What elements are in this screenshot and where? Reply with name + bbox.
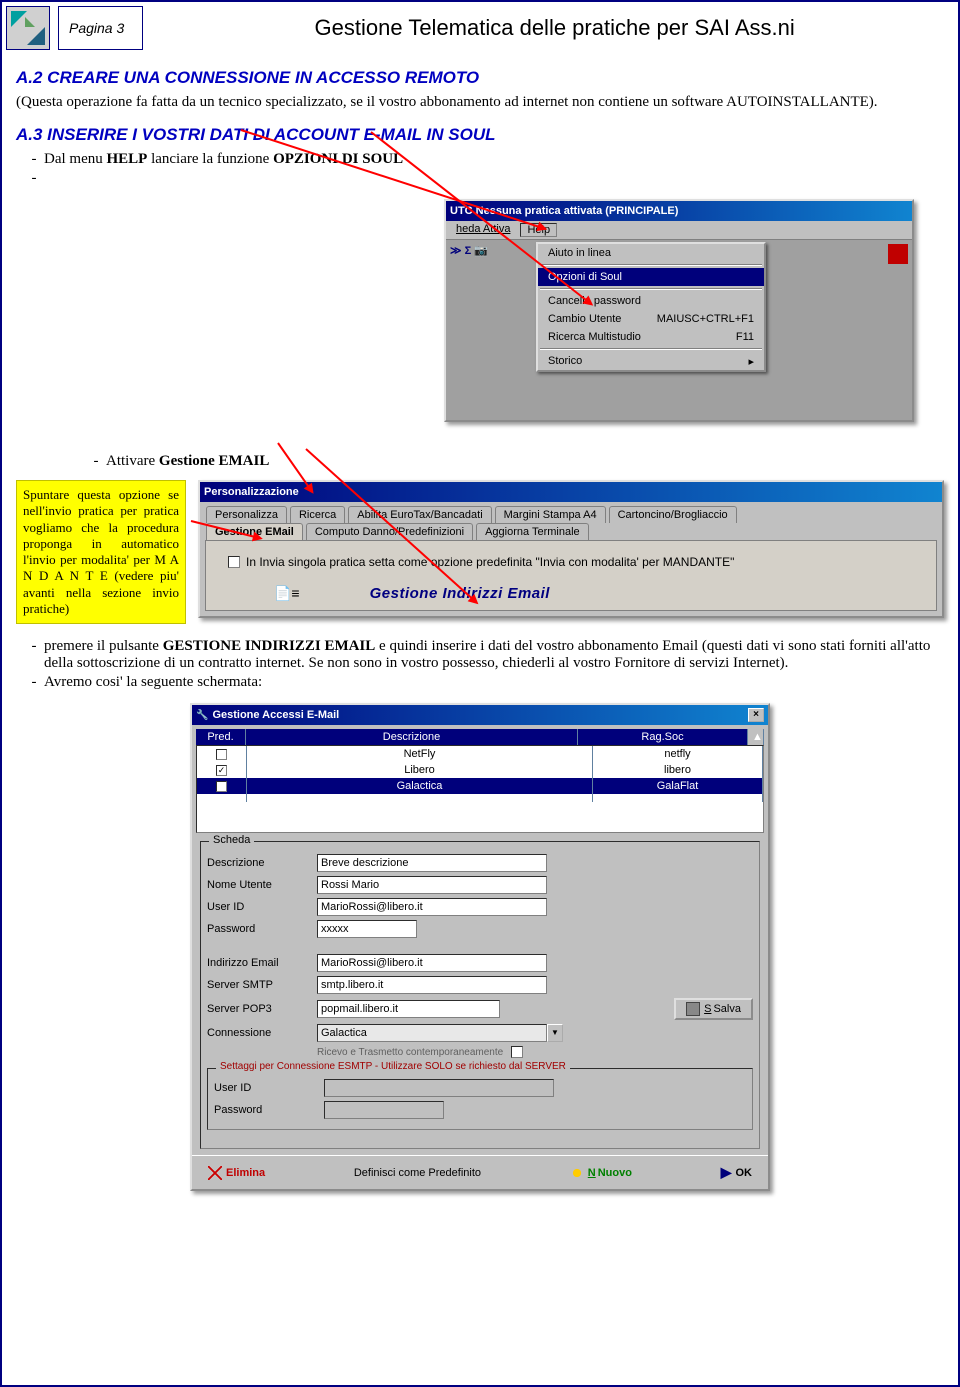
grid-row[interactable]: NetFly netfly <box>197 746 763 762</box>
page-number-box: Pagina 3 <box>58 6 143 50</box>
label-esmtp-pass: Password <box>214 1104 324 1116</box>
grid-header: Pred. Descrizione Rag.Soc ▲ <box>196 729 764 745</box>
tabs-row2: Gestione EMail Computo Danno/Predefinizi… <box>200 523 942 540</box>
salva-button[interactable]: SSalva <box>674 998 753 1020</box>
label-conn: Connessione <box>207 1027 317 1039</box>
email-window-footer: Elimina Definisci come Predefinito NNuov… <box>192 1155 768 1189</box>
col-pred: Pred. <box>196 729 246 745</box>
help-window-menubar: heda Attiva Help <box>446 221 912 240</box>
help-dropdown: Aiuto in linea Opzioni di Soul Cancella … <box>536 242 766 372</box>
label-smtp: Server SMTP <box>207 979 317 991</box>
input-conn[interactable] <box>317 1024 547 1042</box>
nuovo-button[interactable]: NNuovo <box>560 1162 642 1183</box>
tab-aggiorna[interactable]: Aggiorna Terminale <box>476 523 589 540</box>
menu-storico[interactable]: Storico ▸ <box>538 352 764 370</box>
page-frame: Pagina 3 Gestione Telematica delle prati… <box>0 0 960 1387</box>
input-smtp[interactable] <box>317 976 547 994</box>
mandante-checkbox-label: In Invia singola pratica setta come opzi… <box>246 555 734 569</box>
ric-tras-checkbox[interactable] <box>511 1046 523 1058</box>
scheda-group: Scheda Descrizione Nome Utente User ID P… <box>200 841 760 1149</box>
new-icon <box>570 1166 584 1180</box>
grid-body[interactable]: NetFly netfly Libero libero Galactica Ga… <box>196 745 764 833</box>
doc-icon: 📄≡ <box>274 585 300 602</box>
input-password[interactable] <box>317 920 417 938</box>
menu-cambio[interactable]: Cambio Utente MAIUSC+CTRL+F1 <box>538 310 764 328</box>
menu-aiuto[interactable]: Aiuto in linea <box>538 244 764 262</box>
section-a2-body: (Questa operazione fa fatta da un tecnic… <box>16 94 944 111</box>
label-indirizzo: Indirizzo Email <box>207 957 317 969</box>
section-a2-title: A.2 CREARE UNA CONNESSIONE IN ACCESSO RE… <box>16 68 944 88</box>
menu-opzioni[interactable]: Opzioni di Soul <box>538 268 764 286</box>
delete-icon <box>208 1166 222 1180</box>
doc-title: Gestione Telematica delle pratiche per S… <box>155 15 954 41</box>
personalizzazione-panel: In Invia singola pratica setta come opzi… <box>205 540 937 611</box>
tabs-row1: Personalizza Ricerca Abilita EuroTax/Ban… <box>200 502 942 523</box>
help-window: UTC Nessuna pratica attivata (PRINCIPALE… <box>444 199 914 422</box>
menu-cancella[interactable]: Cancella password <box>538 292 764 310</box>
predefinito-button[interactable]: Definisci come Predefinito <box>344 1162 491 1183</box>
scroll-up-icon[interactable]: ▲ <box>748 729 764 745</box>
input-nome[interactable] <box>317 876 547 894</box>
ok-icon: ▶ <box>721 1164 732 1181</box>
col-desc: Descrizione <box>246 729 578 745</box>
scheda-legend: Scheda <box>209 834 254 846</box>
after-bullet1: premere il pulsante GESTIONE INDIRIZZI E… <box>44 638 930 671</box>
a3-sub-bullet: Attivare Gestione EMAIL <box>106 453 269 469</box>
input-descrizione[interactable] <box>317 854 547 872</box>
input-userid[interactable] <box>317 898 547 916</box>
personalizzazione-window: Personalizzazione Personalizza Ricerca A… <box>198 480 944 618</box>
menu-ricerca[interactable]: Ricerca Multistudio F11 <box>538 328 764 346</box>
ric-tras-label: Ricevo e Trasmetto contemporaneamente <box>317 1047 503 1058</box>
tab-personalizza[interactable]: Personalizza <box>206 506 287 523</box>
label-pop3: Server POP3 <box>207 1003 317 1015</box>
page-header: Pagina 3 Gestione Telematica delle prati… <box>6 6 954 50</box>
page-number: Pagina 3 <box>69 20 124 36</box>
tab-margini[interactable]: Margini Stampa A4 <box>495 506 606 523</box>
red-icon <box>888 244 908 264</box>
input-esmtp-user[interactable] <box>324 1079 554 1097</box>
elimina-button[interactable]: Elimina <box>198 1162 275 1183</box>
input-esmtp-pass[interactable] <box>324 1101 444 1119</box>
section-a3-title: A.3 INSERIRE I VOSTRI DATI DI ACCOUNT E-… <box>16 125 944 145</box>
a3-sub-bullets: Attivare Gestione EMAIL <box>106 453 944 470</box>
ok-button[interactable]: ▶ OK <box>711 1162 762 1183</box>
tab-ricerca[interactable]: Ricerca <box>290 506 345 523</box>
grid-row[interactable]: Libero libero <box>197 762 763 778</box>
input-pop3[interactable] <box>317 1000 500 1018</box>
tab-cartoncino[interactable]: Cartoncino/Brogliaccio <box>609 506 737 523</box>
yellow-note: Spuntare questa opzione se nell'invio pr… <box>16 480 186 624</box>
input-indirizzo[interactable] <box>317 954 547 972</box>
esmtp-legend: Settaggi per Connessione ESMTP - Utilizz… <box>216 1061 570 1072</box>
esmtp-group: Settaggi per Connessione ESMTP - Utilizz… <box>207 1068 753 1130</box>
close-icon[interactable]: × <box>748 708 764 722</box>
after-bullets: premere il pulsante GESTIONE INDIRIZZI E… <box>44 638 944 691</box>
col-rag: Rag.Soc <box>578 729 748 745</box>
label-descrizione: Descrizione <box>207 857 317 869</box>
chevron-down-icon[interactable]: ▼ <box>547 1024 563 1042</box>
label-userid: User ID <box>207 901 317 913</box>
label-esmtp-user: User ID <box>214 1082 324 1094</box>
save-icon <box>686 1002 700 1016</box>
label-password: Password <box>207 923 317 935</box>
after-bullet2: Avremo cosi' la seguente schermata: <box>44 674 262 690</box>
label-nome: Nome Utente <box>207 879 317 891</box>
section-a3-bullets: Dal menu HELP lanciare la funzione OPZIO… <box>44 151 944 187</box>
grid-row[interactable]: Galactica GalaFlat <box>197 778 763 794</box>
logo-icon <box>6 6 50 50</box>
mandante-checkbox[interactable] <box>228 556 240 568</box>
email-accounts-window: 🔧 Gestione Accessi E-Mail × Pred. Descri… <box>190 703 770 1191</box>
mandante-checkbox-row[interactable]: In Invia singola pratica setta come opzi… <box>228 555 928 569</box>
email-window-title: 🔧 Gestione Accessi E-Mail × <box>192 705 768 725</box>
